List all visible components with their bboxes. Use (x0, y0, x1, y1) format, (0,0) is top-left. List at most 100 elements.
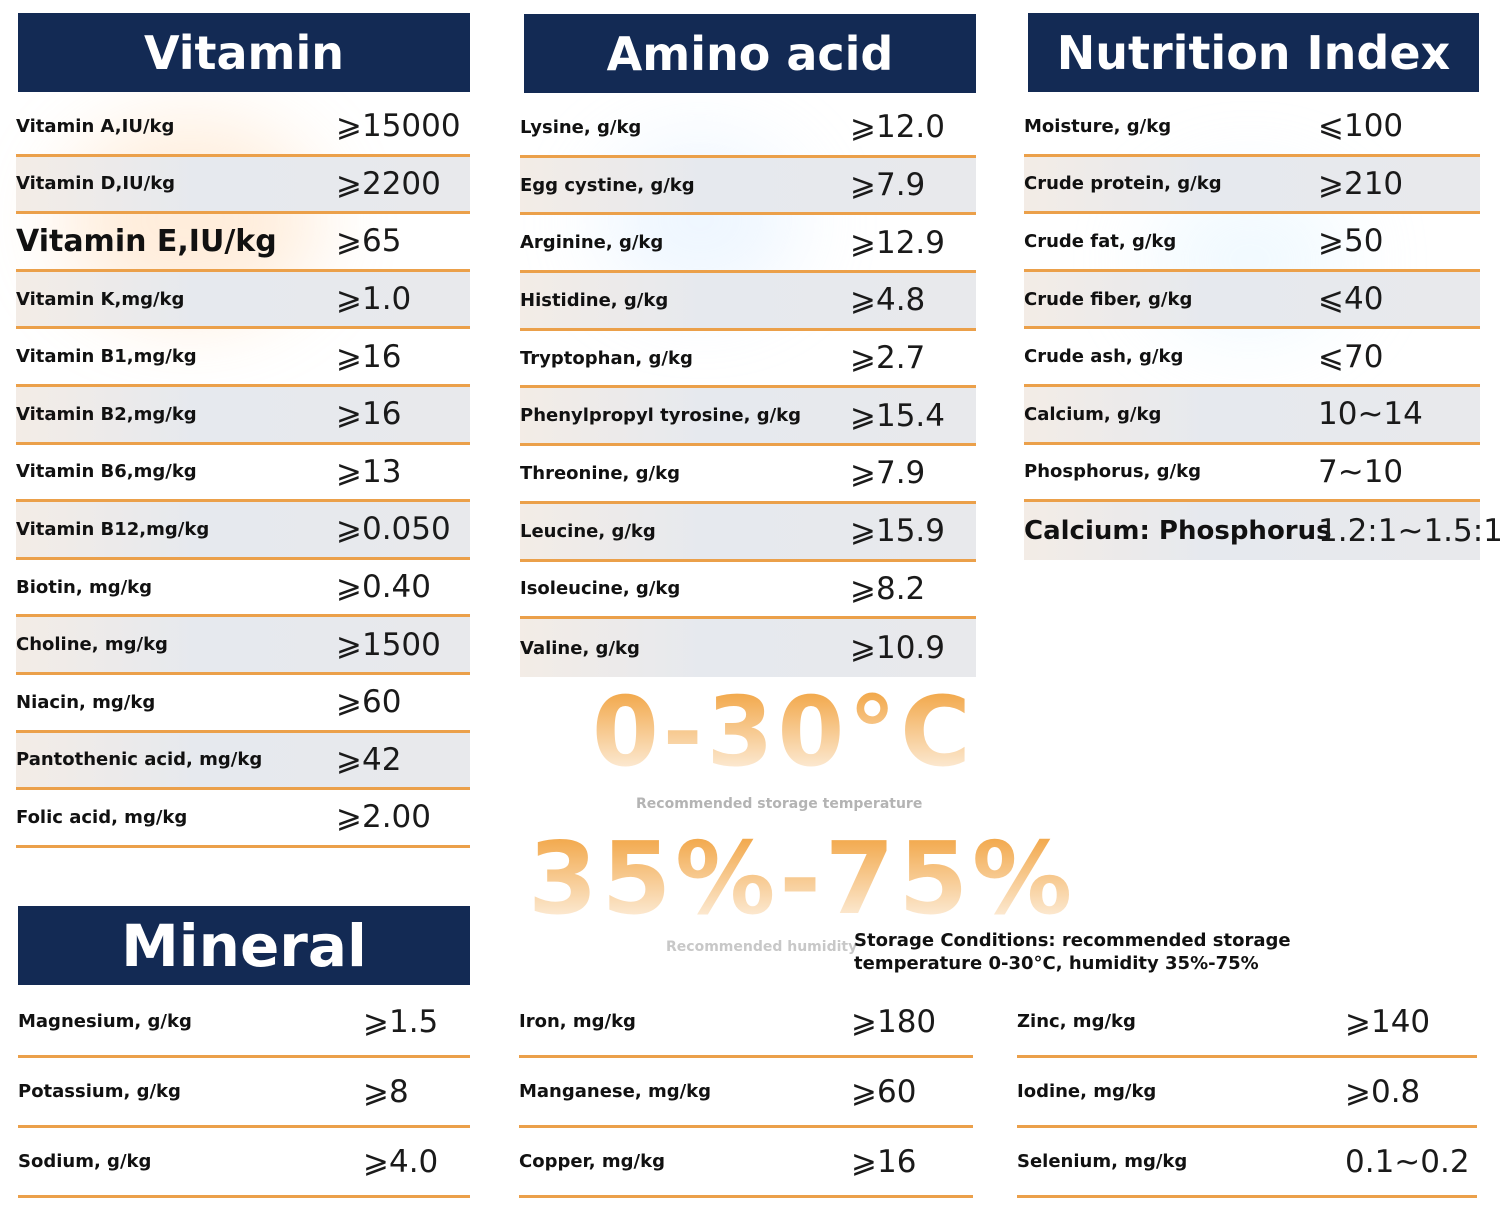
row-label: Moisture, g/kg (1024, 115, 1172, 137)
row-label: Crude fiber, g/kg (1024, 288, 1193, 310)
vitamin-header: Vitamin (18, 13, 470, 92)
row-label: Niacin, mg/kg (16, 691, 156, 713)
table-row: Iron, mg/kg ⩾180 (519, 988, 973, 1058)
storage-humidity: 35%-75% (528, 820, 1077, 937)
row-value: ⩾4.0 (363, 1143, 439, 1180)
row-value: ⩾12.9 (850, 224, 945, 261)
row-value: ⩾7.9 (850, 455, 926, 492)
mineral-table-2: Iron, mg/kg ⩾180 Manganese, mg/kg ⩾60 Copper… (519, 988, 973, 1198)
row-label: Iron, mg/kg (519, 1011, 636, 1032)
row-value: ⩾50 (1318, 223, 1384, 260)
table-row: Choline, mg/kg ⩾1500 (16, 617, 470, 675)
row-value: ⩾1.5 (363, 1003, 439, 1040)
table-row: Iodine, mg/kg ⩾0.8 (1017, 1058, 1477, 1128)
table-row: Isoleucine, g/kg ⩾8.2 (520, 562, 976, 620)
table-row: Vitamin E,IU/kg ⩾65 (16, 214, 470, 272)
row-value: ⩾12.0 (850, 109, 945, 146)
amino-acid-header: Amino acid (524, 14, 976, 93)
row-label: Vitamin D,IU/kg (16, 173, 176, 195)
vitamin-table: Vitamin A,IU/kg ⩾15000 Vitamin D,IU/kg ⩾220… (16, 99, 470, 848)
table-row: Phosphorus, g/kg 7~10 (1024, 445, 1480, 503)
row-label: Pantothenic acid, mg/kg (16, 749, 263, 771)
table-row: Crude fiber, g/kg ⩽40 (1024, 271, 1480, 330)
row-label: Potassium, g/kg (18, 1081, 181, 1102)
row-value: ⩾15.9 (850, 513, 945, 550)
table-row: Vitamin B12,mg/kg ⩾0.050 (16, 502, 470, 560)
storage-humidity-caption: Recommended humidity (666, 939, 858, 955)
storage-temperature: 0-30°C (592, 676, 975, 788)
row-label: Vitamin B2,mg/kg (16, 403, 197, 425)
row-label: Magnesium, g/kg (18, 1011, 192, 1032)
table-row: Calcium: Phosphorus 1.2:1~1.5:1 (1024, 502, 1500, 560)
row-value: ⩾65 (336, 223, 402, 260)
table-row: Selenium, mg/kg 0.1~0.2 (1017, 1128, 1477, 1198)
table-row: Leucine, g/kg ⩾15.9 (520, 503, 976, 562)
row-label: Tryptophan, g/kg (520, 347, 693, 369)
row-label: Vitamin K,mg/kg (16, 288, 185, 310)
amino-acid-table: Lysine, g/kg ⩾12.0 Egg cystine, g/kg ⩾7.9 Ar… (520, 100, 976, 677)
storage-temperature-caption: Recommended storage temperature (636, 796, 923, 812)
row-value: ⩾13 (336, 453, 402, 490)
table-row: Moisture, g/kg ⩽100 (1024, 99, 1480, 157)
row-label: Histidine, g/kg (520, 289, 669, 311)
row-value: ⩾4.8 (850, 282, 926, 319)
row-label: Folic acid, mg/kg (16, 806, 188, 828)
table-row: Histidine, g/kg ⩾4.8 (520, 273, 976, 331)
row-value: ⩾15000 (336, 108, 461, 145)
row-value: ⩾2.7 (850, 340, 926, 377)
table-row: Phenylpropyl tyrosine, g/kg ⩾15.4 (520, 388, 976, 447)
row-label: Valine, g/kg (520, 637, 640, 659)
row-value: ⩾8.2 (850, 570, 926, 607)
row-label: Egg cystine, g/kg (520, 174, 695, 196)
table-row: Pantothenic acid, mg/kg ⩾42 (16, 732, 470, 791)
row-label: Crude protein, g/kg (1024, 173, 1222, 195)
table-row: Arginine, g/kg ⩾12.9 (520, 215, 976, 274)
row-label: Arginine, g/kg (520, 232, 664, 254)
table-row: Manganese, mg/kg ⩾60 (519, 1058, 973, 1128)
table-row: Crude fat, g/kg ⩾50 (1024, 214, 1480, 272)
table-row: Vitamin B6,mg/kg ⩾13 (16, 445, 470, 503)
table-row: Biotin, mg/kg ⩾0.40 (16, 560, 470, 618)
row-value: ⩾16 (336, 338, 402, 375)
row-value: ⩾16 (336, 396, 402, 433)
row-label: Biotin, mg/kg (16, 576, 153, 598)
table-row: Valine, g/kg ⩾10.9 (520, 619, 976, 677)
table-row: Tryptophan, g/kg ⩾2.7 (520, 331, 976, 389)
row-value: ⩾2.00 (336, 799, 431, 836)
row-label: Vitamin B1,mg/kg (16, 346, 197, 368)
row-label: Calcium, g/kg (1024, 403, 1162, 425)
row-label: Choline, mg/kg (16, 634, 168, 656)
table-row: Crude ash, g/kg ⩽70 (1024, 329, 1480, 387)
row-label: Crude fat, g/kg (1024, 230, 1177, 252)
storage-conditions-note: Storage Conditions: recommended storage … (854, 930, 1291, 974)
table-row: Vitamin B1,mg/kg ⩾16 (16, 329, 470, 387)
row-label: Calcium: Phosphorus (1024, 515, 1332, 546)
row-label: Phosphorus, g/kg (1024, 461, 1201, 483)
row-value: ⩾140 (1345, 1003, 1431, 1040)
table-row: Lysine, g/kg ⩾12.0 (520, 100, 976, 158)
row-value: ⩽100 (1318, 108, 1404, 145)
table-row: Vitamin D,IU/kg ⩾2200 (16, 156, 470, 215)
row-label: Sodium, g/kg (18, 1151, 152, 1172)
row-value: ⩾0.8 (1345, 1073, 1421, 1110)
row-value: ⩾0.050 (336, 511, 451, 548)
mineral-header: Mineral (18, 906, 470, 985)
row-value: ⩽40 (1318, 281, 1384, 318)
row-label: Selenium, mg/kg (1017, 1151, 1188, 1172)
row-value: ⩾1.0 (336, 281, 412, 318)
row-label: Isoleucine, g/kg (520, 578, 681, 600)
row-value: ⩾180 (851, 1003, 937, 1040)
table-row: Copper, mg/kg ⩾16 (519, 1128, 973, 1198)
table-row: Crude protein, g/kg ⩾210 (1024, 156, 1480, 215)
row-label: Copper, mg/kg (519, 1151, 665, 1172)
table-row: Vitamin B2,mg/kg ⩾16 (16, 386, 470, 445)
table-row: Vitamin A,IU/kg ⩾15000 (16, 99, 470, 157)
table-row: Niacin, mg/kg ⩾60 (16, 675, 470, 733)
row-label: Crude ash, g/kg (1024, 346, 1184, 368)
row-value: ⩽70 (1318, 338, 1384, 375)
row-value: ⩾60 (851, 1073, 917, 1110)
row-value: ⩾42 (336, 741, 402, 778)
row-value: ⩾10.9 (850, 630, 945, 667)
row-value: ⩾1500 (336, 626, 441, 663)
row-value: ⩾60 (336, 684, 402, 721)
